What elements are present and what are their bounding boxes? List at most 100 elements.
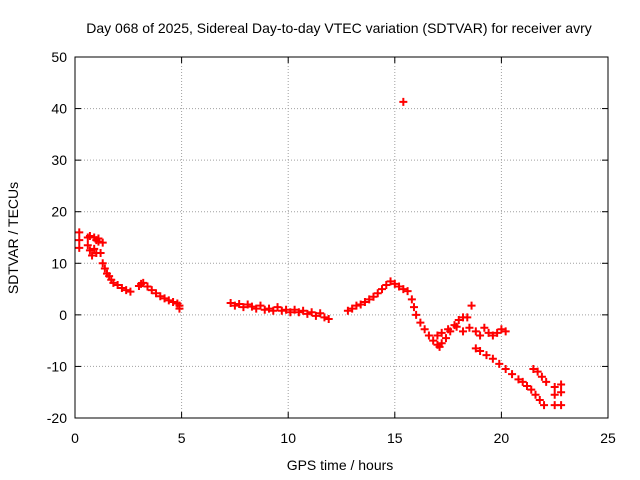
data-point — [550, 383, 559, 392]
data-point — [488, 354, 497, 363]
x-axis-label: GPS time / hours — [287, 457, 394, 473]
data-point — [386, 277, 395, 286]
data-point — [535, 395, 544, 404]
data-point — [409, 303, 418, 312]
x-tick-label: 5 — [178, 430, 186, 446]
data-point — [85, 246, 94, 255]
y-axis-label: SDTVAR / TECUs — [5, 182, 21, 294]
y-tick-label: -20 — [47, 410, 67, 426]
data-point — [88, 251, 97, 260]
data-point — [390, 279, 399, 288]
data-point — [378, 285, 387, 294]
data-point — [85, 231, 94, 240]
data-point — [299, 306, 308, 315]
data-point — [412, 310, 421, 319]
data-point — [493, 328, 502, 337]
data-point — [303, 309, 312, 318]
data-point — [429, 336, 438, 345]
data-point — [550, 390, 559, 399]
data-point — [98, 259, 107, 268]
data-point — [90, 233, 99, 242]
data-point — [476, 346, 485, 355]
data-point — [247, 302, 256, 311]
data-point — [156, 292, 165, 301]
data-point — [420, 325, 429, 334]
data-point — [117, 284, 126, 293]
data-point — [501, 327, 510, 336]
data-point — [437, 328, 446, 337]
y-tick-label: -10 — [47, 358, 67, 374]
data-point — [452, 322, 461, 331]
data-point — [365, 295, 374, 304]
data-point — [522, 382, 531, 391]
data-point — [403, 287, 412, 296]
chart-title: Day 068 of 2025, Sidereal Day-to-day VTE… — [86, 20, 592, 36]
data-point — [252, 304, 261, 313]
data-point — [467, 301, 476, 310]
data-point — [540, 401, 549, 410]
data-point — [407, 295, 416, 304]
data-point — [243, 300, 252, 309]
data-point — [356, 300, 365, 309]
data-point — [395, 282, 404, 291]
data-point — [98, 238, 107, 247]
data-point — [382, 280, 391, 289]
data-point — [514, 375, 523, 384]
data-point — [488, 331, 497, 340]
y-tick-label: 0 — [59, 307, 67, 323]
data-point — [465, 323, 474, 332]
data-point — [471, 327, 480, 336]
data-point — [416, 318, 425, 327]
x-tick-label: 15 — [387, 430, 403, 446]
data-point — [527, 385, 536, 394]
data-point — [126, 287, 135, 296]
data-point — [235, 300, 244, 309]
data-point — [537, 372, 546, 381]
data-point — [160, 294, 169, 303]
data-point — [454, 316, 463, 325]
data-point — [75, 236, 84, 245]
data-point — [531, 390, 540, 399]
data-point — [147, 286, 156, 295]
data-point — [459, 327, 468, 336]
x-tick-label: 25 — [600, 430, 616, 446]
data-point — [75, 243, 84, 252]
data-point — [269, 306, 278, 315]
data-point — [348, 304, 357, 313]
data-point — [294, 308, 303, 317]
data-point — [501, 365, 510, 374]
data-point — [482, 351, 491, 360]
x-tick-label: 0 — [71, 430, 79, 446]
data-point — [96, 248, 105, 257]
data-point — [497, 325, 506, 334]
y-tick-label: 10 — [51, 255, 67, 271]
data-point — [139, 278, 148, 287]
data-points — [75, 97, 566, 410]
data-point — [277, 306, 286, 315]
data-point — [518, 377, 527, 386]
data-point — [463, 313, 472, 322]
data-point — [480, 323, 489, 332]
data-point — [164, 296, 173, 305]
data-point — [424, 331, 433, 340]
axis-ticks: 0 5 10 15 20 25 -20 -10 0 10 20 30 40 50 — [47, 49, 616, 446]
data-point — [265, 304, 274, 313]
data-point — [557, 380, 566, 389]
data-point — [533, 367, 542, 376]
data-point — [282, 305, 291, 314]
data-point — [273, 303, 282, 312]
data-point — [444, 325, 453, 334]
data-point — [508, 370, 517, 379]
data-point — [260, 305, 269, 314]
x-tick-label: 10 — [280, 430, 296, 446]
data-point — [495, 359, 504, 368]
data-point — [484, 328, 493, 337]
x-tick-label: 20 — [494, 430, 510, 446]
data-point — [169, 297, 178, 306]
data-point — [239, 303, 248, 312]
data-point — [529, 365, 538, 374]
data-point — [441, 334, 450, 343]
y-tick-label: 40 — [51, 101, 67, 117]
data-point — [143, 282, 152, 291]
